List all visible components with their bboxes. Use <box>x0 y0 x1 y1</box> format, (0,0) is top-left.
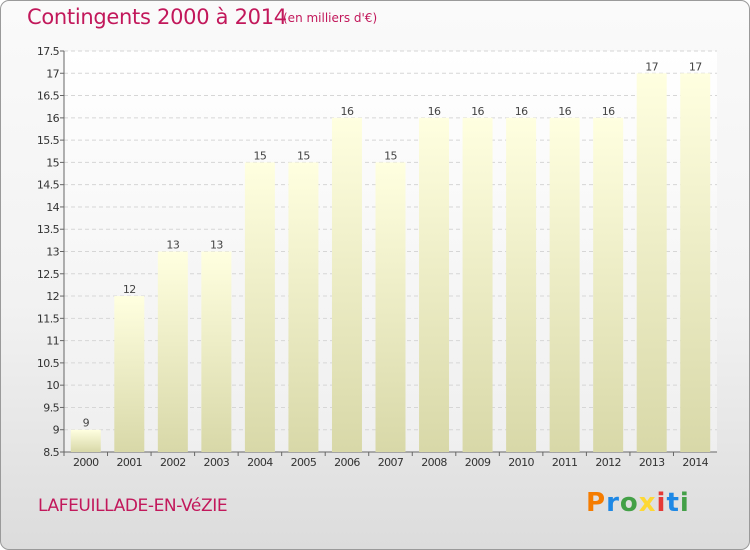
bar <box>288 162 319 452</box>
y-tick-label: 8.5 <box>43 446 59 459</box>
data-label: 15 <box>297 149 310 162</box>
x-tick-label: 2014 <box>682 456 708 469</box>
x-tick-label: 2008 <box>421 456 447 469</box>
bar <box>114 296 145 452</box>
y-tick-label: 12.5 <box>37 268 60 281</box>
y-tick-label: 14.5 <box>37 179 60 192</box>
y-tick-label: 9.5 <box>43 401 59 414</box>
bar <box>331 117 362 452</box>
y-tick-label: 10.5 <box>37 357 60 370</box>
data-label: 13 <box>166 239 179 252</box>
chart-subtitle: (en milliers d'€) <box>283 11 378 25</box>
bar <box>157 251 188 452</box>
logo-letter: P <box>586 488 607 518</box>
y-tick-label: 15.5 <box>37 134 60 147</box>
x-tick-label: 2007 <box>378 456 404 469</box>
x-tick-label: 2003 <box>204 456 230 469</box>
bar <box>680 73 711 453</box>
data-label: 15 <box>253 149 266 162</box>
logo-letter: o <box>619 488 639 518</box>
data-label: 17 <box>645 60 658 73</box>
logo-letter: i <box>679 488 690 518</box>
data-label: 16 <box>341 105 354 118</box>
data-label: 16 <box>602 105 615 118</box>
data-label: 16 <box>428 105 441 118</box>
x-tick-label: 2004 <box>247 456 273 469</box>
data-label: 17 <box>689 60 702 73</box>
bar <box>201 251 232 452</box>
data-label: 15 <box>384 149 397 162</box>
y-tick-label: 10 <box>46 379 59 392</box>
bar <box>636 73 667 453</box>
y-tick-label: 16 <box>46 112 59 125</box>
x-tick-label: 2010 <box>508 456 534 469</box>
bar <box>506 117 537 452</box>
x-tick-label: 2002 <box>160 456 186 469</box>
bar <box>462 117 493 452</box>
x-tick-label: 2011 <box>552 456 578 469</box>
place-name: LAFEUILLADE-EN-VéZIE <box>38 496 228 516</box>
logo-letter: t <box>666 488 680 518</box>
y-tick-label: 17.5 <box>37 45 60 58</box>
y-tick-label: 11 <box>46 335 59 348</box>
x-tick-label: 2000 <box>73 456 99 469</box>
data-label: 13 <box>210 239 223 252</box>
chart-title: Contingents 2000 à 2014 <box>27 5 287 29</box>
y-tick-label: 11.5 <box>37 312 60 325</box>
y-tick-label: 15 <box>46 156 59 169</box>
y-tick-label: 13.5 <box>37 223 60 236</box>
y-tick-label: 14 <box>46 201 59 214</box>
y-tick-label: 16.5 <box>37 90 60 103</box>
y-tick-label: 13 <box>46 246 59 259</box>
x-tick-label: 2001 <box>116 456 142 469</box>
logo-letter: r <box>606 488 620 518</box>
y-tick-label: 12 <box>46 290 59 303</box>
x-tick-label: 2009 <box>465 456 491 469</box>
x-tick-label: 2006 <box>334 456 360 469</box>
y-tick-label: 17 <box>46 67 59 80</box>
bar <box>244 162 275 452</box>
data-label: 16 <box>558 105 571 118</box>
data-label: 16 <box>515 105 528 118</box>
bar <box>375 162 406 452</box>
x-tick-label: 2012 <box>595 456 621 469</box>
x-tick-label: 2005 <box>291 456 317 469</box>
proxiti-logo: Proxiti <box>586 488 690 518</box>
bar <box>70 429 101 452</box>
data-label: 16 <box>471 105 484 118</box>
bar <box>593 117 624 452</box>
y-tick-label: 9 <box>53 424 60 437</box>
bar <box>419 117 450 452</box>
data-label: 12 <box>123 283 136 296</box>
bar <box>549 117 580 452</box>
logo-letter: i <box>656 488 667 518</box>
logo-letter: x <box>638 488 657 518</box>
x-tick-label: 2013 <box>639 456 665 469</box>
data-label: 9 <box>83 417 90 430</box>
